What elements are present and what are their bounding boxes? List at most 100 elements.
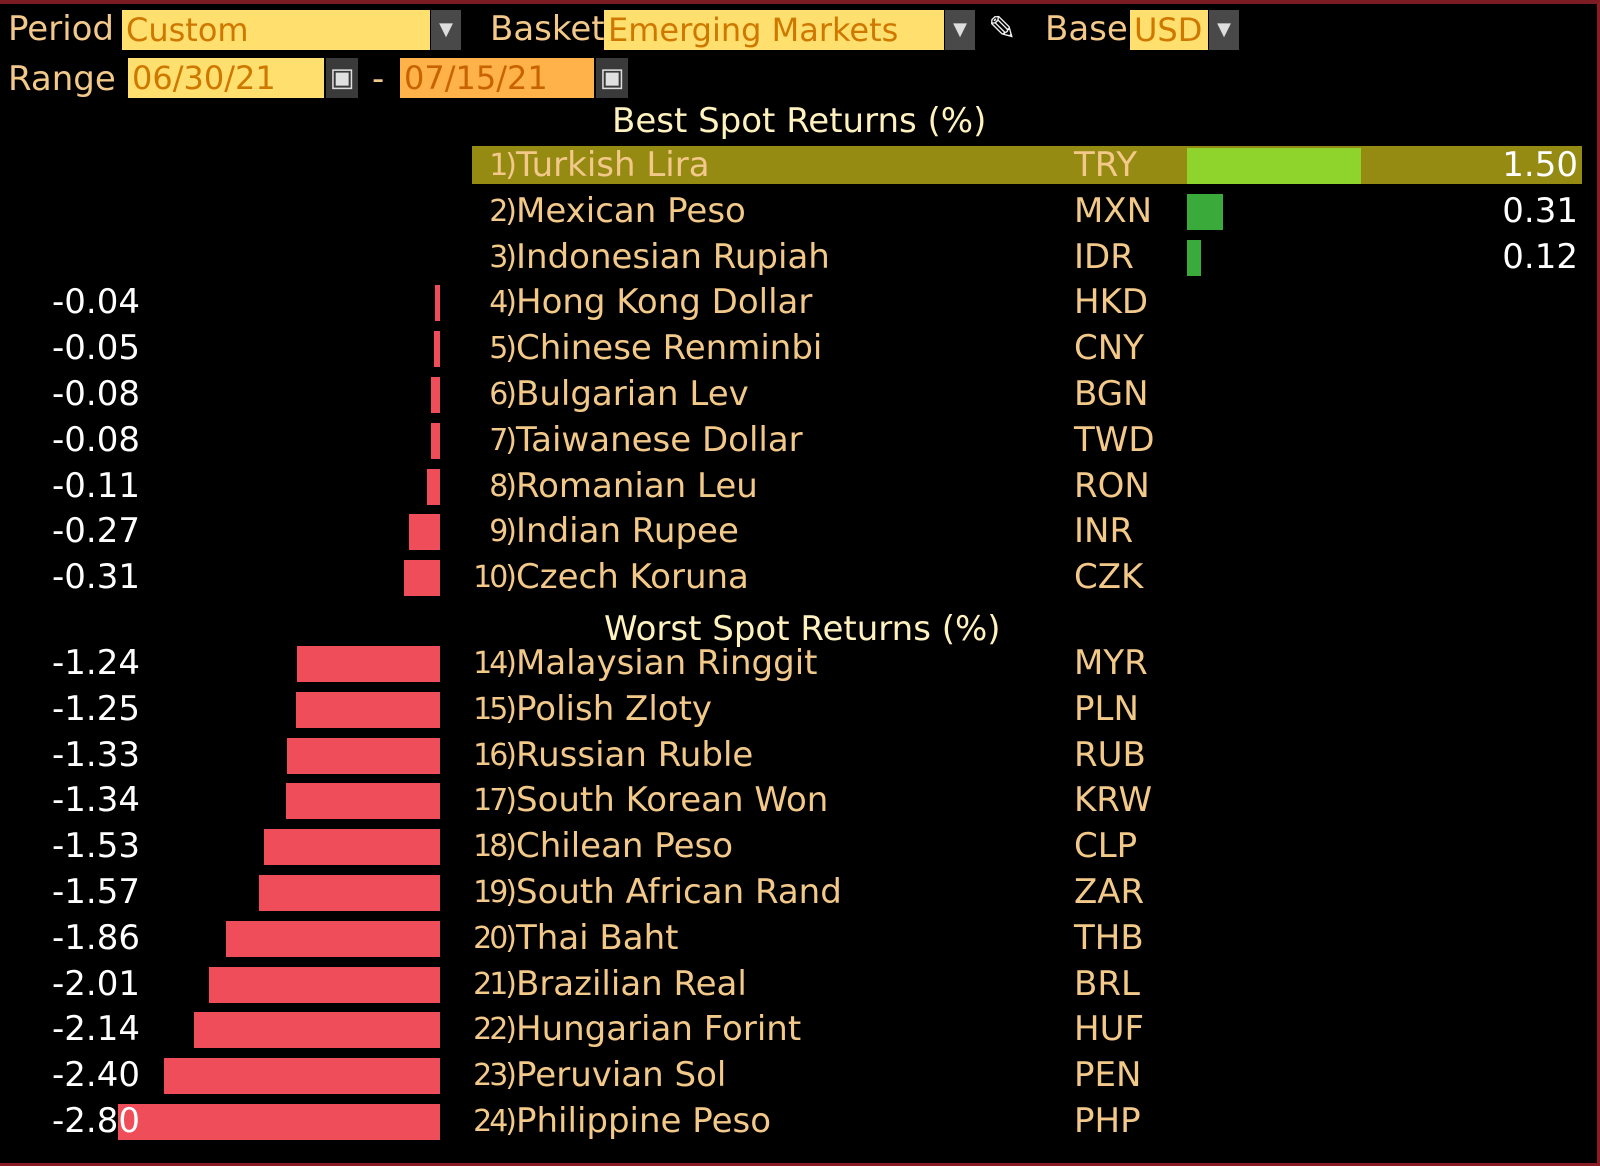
negative-return-bar [404,560,440,597]
currency-code: TRY [1074,145,1137,185]
rank-number: 9) [489,514,517,550]
currency-code: PHP [1074,1101,1141,1141]
currency-code: MXN [1074,190,1153,231]
negative-return-bar [264,829,440,866]
currency-code: CZK [1074,557,1144,598]
period-dropdown[interactable]: Custom [122,10,430,50]
return-value: -2.01 [52,963,140,1004]
calendar-icon[interactable]: ▣ [596,58,628,98]
base-dropdown[interactable]: USD [1130,10,1208,50]
table-row[interactable]: 2) Mexican Peso MXN 0.31 [0,190,1600,236]
period-chevron-down-icon[interactable]: ▼ [431,10,461,50]
currency-code: KRW [1074,780,1153,821]
rank-number: 5) [489,331,517,367]
return-value: 0.31 [1502,190,1578,231]
basket-dropdown[interactable]: Emerging Markets [604,10,944,50]
return-value: -0.04 [52,282,140,323]
return-value: -0.08 [52,419,140,460]
currency-name: Thai Baht [516,917,679,958]
currency-code: THB [1074,917,1144,958]
table-row[interactable]: 6) Bulgarian Lev BGN -0.08 [0,373,1600,419]
negative-return-bar [430,422,440,459]
return-value: -1.86 [52,917,140,958]
currency-name: Indonesian Rupiah [516,236,830,277]
table-row[interactable]: 17) South Korean Won KRW -1.34 [0,779,1600,825]
return-value: -0.05 [52,328,140,369]
currency-name: Bulgarian Lev [516,374,749,414]
range-end-input[interactable]: 07/15/21 [400,58,594,98]
base-chevron-down-icon[interactable]: ▼ [1209,10,1239,50]
currency-name: Romanian Leu [516,465,758,506]
currency-name: South Korean Won [516,780,829,821]
return-value: 1.50 [1502,145,1578,185]
negative-return-bar [164,1058,440,1095]
currency-name: Chinese Renminbi [516,328,823,369]
currency-code: MYR [1074,643,1148,683]
negative-return-bar [208,966,440,1003]
table-row[interactable]: 9) Indian Rupee INR -0.27 [0,510,1600,556]
currency-code: INR [1074,511,1134,552]
return-value: -0.27 [52,511,140,552]
table-row[interactable]: 19) South African Rand ZAR -1.57 [0,871,1600,917]
return-value: 0.12 [1502,236,1578,277]
basket-chevron-down-icon[interactable]: ▼ [945,10,975,50]
return-value: -1.24 [52,643,140,683]
negative-return-bar [259,875,440,911]
pencil-icon[interactable]: ✎ [988,9,1017,49]
negative-return-bar [434,331,440,368]
currency-code: RUB [1074,734,1146,775]
currency-name: Hungarian Forint [516,1009,802,1050]
return-value: -1.53 [52,826,140,867]
currency-code: CNY [1074,328,1144,369]
table-row[interactable]: 10) Czech Koruna CZK -0.31 [0,556,1600,602]
table-row[interactable]: 22) Hungarian Forint HUF -2.14 [0,1008,1600,1054]
table-row[interactable]: 20) Thai Baht THB -1.86 [0,917,1600,963]
row-highlight [472,146,1582,184]
negative-return-bar [285,783,440,820]
table-row[interactable]: 1) Turkish Lira TRY 1.50 [0,144,1600,190]
table-row[interactable]: 23) Peruvian Sol PEN -2.40 [0,1054,1600,1100]
rank-number: 6) [489,377,517,412]
currency-name: Philippine Peso [516,1101,771,1141]
currency-name: Indian Rupee [516,511,739,552]
negative-return-bar [430,377,440,413]
table-row[interactable]: 21) Brazilian Real BRL -2.01 [0,963,1600,1009]
table-row[interactable]: 7) Taiwanese Dollar TWD -0.08 [0,419,1600,465]
return-value: -1.33 [52,734,140,775]
table-row[interactable]: 4) Hong Kong Dollar HKD -0.04 [0,281,1600,327]
return-value: -0.11 [52,465,140,506]
table-row[interactable]: 15) Polish Zloty PLN -1.25 [0,688,1600,734]
rank-number: 16) [473,737,517,773]
rank-number: 14) [473,646,517,681]
currency-name: Mexican Peso [516,190,746,231]
table-row[interactable]: 8) Romanian Leu RON -0.11 [0,465,1600,511]
currency-name: Malaysian Ringgit [516,643,818,683]
negative-return-bar [408,514,440,551]
currency-code: CLP [1074,826,1138,867]
table-row[interactable]: 16) Russian Ruble RUB -1.33 [0,734,1600,780]
currency-name: Chilean Peso [516,826,734,867]
table-row[interactable]: 5) Chinese Renminbi CNY -0.05 [0,327,1600,373]
table-row[interactable]: 14) Malaysian Ringgit MYR -1.24 [0,642,1600,688]
rank-number: 7) [489,422,517,458]
return-value: -1.57 [52,872,140,912]
currency-name: Polish Zloty [516,688,713,729]
calendar-icon[interactable]: ▣ [326,58,358,98]
currency-code: IDR [1074,236,1134,277]
table-row[interactable]: 3) Indonesian Rupiah IDR 0.12 [0,236,1600,282]
currency-code: BGN [1074,374,1149,414]
table-row[interactable]: 24) Philippine Peso PHP -2.80 [0,1100,1600,1146]
currency-code: PLN [1074,688,1139,729]
return-value: -2.40 [52,1055,140,1096]
table-row[interactable]: 18) Chilean Peso CLP -1.53 [0,825,1600,871]
rank-number: 21) [473,966,517,1002]
currency-name: Hong Kong Dollar [516,282,813,323]
rank-number: 4) [489,285,517,321]
negative-return-bar [226,920,440,957]
negative-return-bar [435,285,440,322]
range-start-input[interactable]: 06/30/21 [128,58,324,98]
negative-return-bar [287,737,440,774]
positive-return-bar [1187,239,1201,276]
return-value: -2.14 [52,1009,140,1050]
